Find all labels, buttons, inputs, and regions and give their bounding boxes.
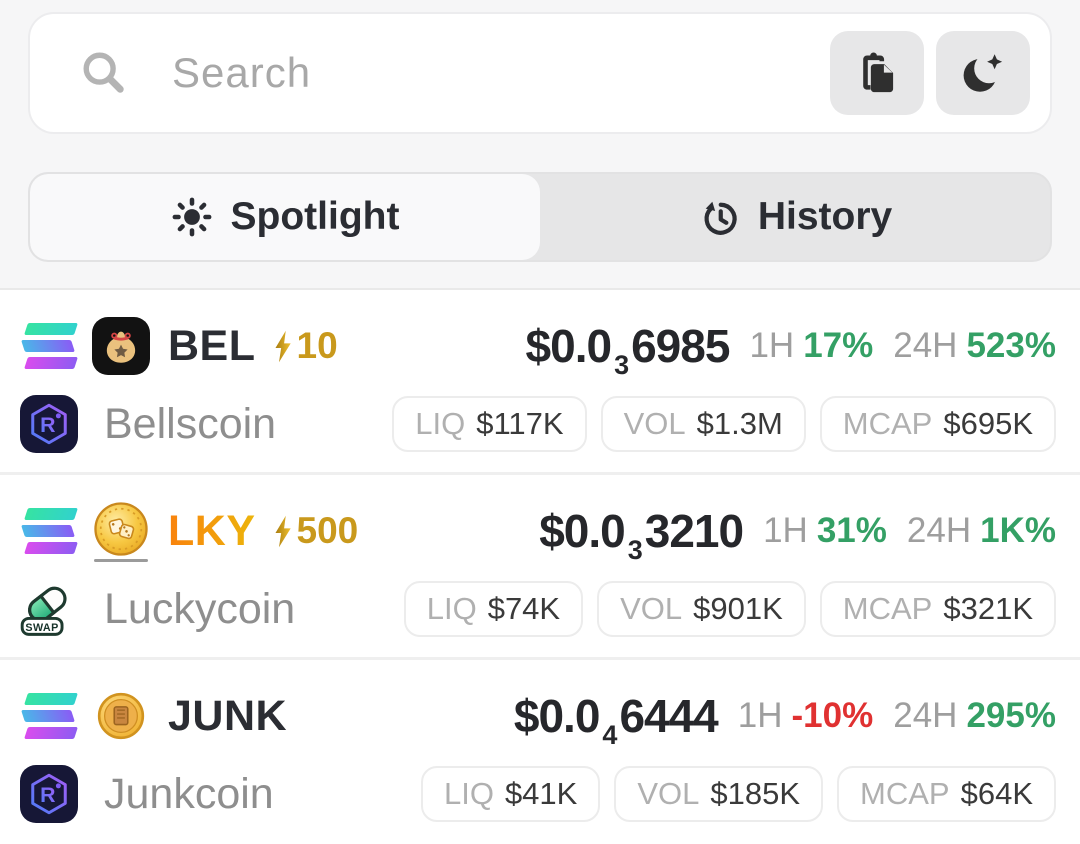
tab-history[interactable]: History (540, 174, 1050, 260)
tab-bar: Spotlight History (28, 172, 1052, 262)
search-bar (28, 12, 1052, 134)
token-name: Luckycoin (104, 584, 296, 633)
mcap-pill: MCAP $695K (819, 396, 1056, 452)
clipboard-paste-icon (863, 52, 894, 93)
dark-mode-button[interactable] (936, 31, 1030, 115)
change-1h-value: 17% (803, 326, 874, 365)
boost-amount: 10 (296, 325, 338, 366)
tab-spotlight[interactable]: Spotlight (30, 174, 540, 260)
token-row-lky[interactable]: LKY 500 $0.0 33210 1H 31% 24H 1K% (0, 475, 1080, 660)
change-24h-value: 295% (966, 696, 1056, 735)
vol-pill: VOL $1.3M (600, 396, 806, 452)
boost-badge: 500 (272, 510, 359, 552)
mcap-pill: MCAP $64K (837, 766, 1056, 822)
sun-icon (172, 197, 211, 237)
history-clock-icon (704, 201, 737, 235)
svg-text:SWAP: SWAP (25, 622, 58, 634)
change-1h-label: 1H (737, 696, 783, 735)
platform-r-hexagon-icon: R (20, 765, 78, 823)
paste-button[interactable] (830, 31, 924, 115)
change-24h-label: 24H (893, 696, 958, 735)
boost-badge: 10 (272, 325, 338, 367)
price-zero-count: 4 (602, 720, 617, 750)
change-24h-value: 1K% (980, 511, 1056, 550)
search-icon (83, 52, 124, 93)
token-name: Junkcoin (104, 769, 274, 818)
token-symbol: JUNK (168, 691, 288, 740)
svg-text:R: R (40, 783, 55, 807)
boost-amount: 500 (296, 510, 359, 551)
price-zero-count: 3 (614, 350, 629, 380)
token-price: $0.0 33210 (539, 505, 744, 565)
mcap-pill: MCAP $321K (819, 581, 1056, 637)
token-price: $0.0 46444 (513, 690, 719, 750)
token-symbol: LKY (168, 506, 256, 555)
token-avatar-gold-coin-icon (92, 500, 150, 562)
change-1h-value: -10% (791, 696, 874, 735)
change-24h-label: 24H (893, 326, 958, 365)
header: Spotlight History (0, 0, 1080, 290)
token-avatar-gold-coin-icon (92, 687, 150, 745)
change-24h-label: 24H (906, 511, 972, 550)
liq-pill: LIQ $74K (403, 581, 584, 637)
moon-icon (963, 53, 1004, 92)
tab-history-label: History (757, 195, 893, 238)
svg-text:R: R (40, 413, 55, 437)
liq-pill: LIQ $117K (392, 396, 587, 452)
platform-r-hexagon-icon: R (20, 395, 78, 453)
platform-swap-pill-icon: SWAP (20, 580, 78, 638)
change-1h-value: 31% (816, 511, 887, 550)
change-1h-label: 1H (749, 326, 795, 365)
change-24h-value: 523% (966, 326, 1056, 365)
solana-chain-icon (20, 693, 78, 739)
token-price: $0.0 36985 (525, 320, 731, 380)
search-input[interactable] (170, 48, 818, 98)
vol-pill: VOL $185K (614, 766, 824, 822)
avatar-underline (94, 559, 148, 562)
lightning-bolt-icon (274, 330, 291, 362)
liq-pill: LIQ $41K (420, 766, 601, 822)
solana-chain-icon (20, 508, 78, 554)
price-zero-count: 3 (627, 535, 643, 565)
token-avatar-money-bag-icon (92, 317, 150, 375)
tab-spotlight-label: Spotlight (230, 195, 400, 238)
token-symbol: BEL (168, 321, 256, 370)
token-name: Bellscoin (104, 399, 277, 448)
token-row-junk[interactable]: JUNK $0.0 46444 1H -10% 24H 295% (0, 660, 1080, 842)
token-list: BEL 10 $0.0 36985 1H 17% 24H 523% (0, 290, 1080, 842)
change-1h-label: 1H (763, 511, 808, 550)
solana-chain-icon (20, 323, 78, 369)
lightning-bolt-icon (274, 515, 291, 547)
vol-pill: VOL $901K (597, 581, 806, 637)
token-row-bel[interactable]: BEL 10 $0.0 36985 1H 17% 24H 523% (0, 290, 1080, 475)
